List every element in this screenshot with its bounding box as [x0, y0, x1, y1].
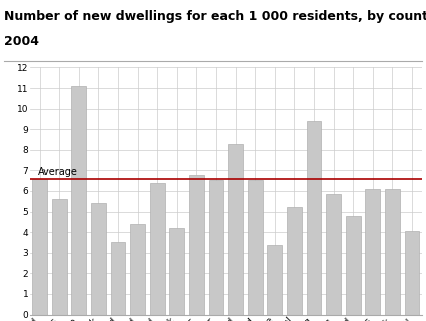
Bar	[366, 189, 380, 315]
Bar	[32, 178, 47, 315]
Bar	[111, 242, 125, 315]
Bar	[72, 86, 86, 315]
Text: 2004: 2004	[4, 35, 39, 48]
Bar	[209, 180, 223, 315]
Bar	[170, 228, 184, 315]
Text: Average: Average	[37, 167, 78, 177]
Bar	[248, 180, 262, 315]
Bar	[307, 121, 321, 315]
Bar	[150, 183, 164, 315]
Bar	[268, 245, 282, 315]
Bar	[130, 224, 145, 315]
Bar	[326, 194, 341, 315]
Bar	[346, 216, 360, 315]
Text: Number of new dwellings for each 1 000 residents, by county.: Number of new dwellings for each 1 000 r…	[4, 10, 426, 22]
Bar	[52, 199, 66, 315]
Bar	[385, 189, 400, 315]
Bar	[91, 204, 106, 315]
Bar	[228, 143, 243, 315]
Bar	[287, 207, 302, 315]
Bar	[405, 231, 419, 315]
Bar	[189, 175, 204, 315]
